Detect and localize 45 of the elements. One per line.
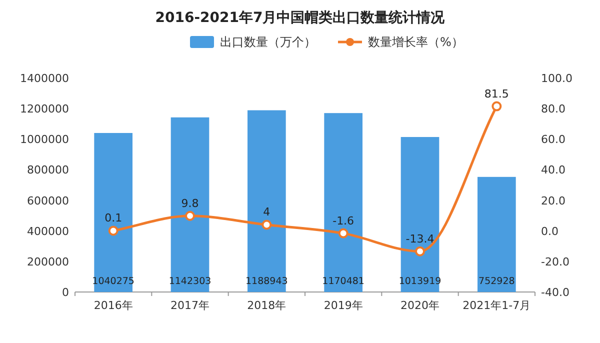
y2-tick-label: 60.0 bbox=[541, 133, 566, 146]
bar bbox=[400, 137, 440, 292]
point bbox=[108, 226, 118, 236]
chart-title: 2016-2021年7月中国帽类出口数量统计情况 bbox=[155, 9, 446, 26]
y-tick-label: 1400000 bbox=[20, 72, 69, 85]
y2-tick-label: -20.0 bbox=[541, 255, 570, 268]
data-label: 0.1 bbox=[104, 212, 122, 225]
x-tick-label: 2018年 bbox=[247, 299, 286, 312]
point bbox=[338, 228, 348, 238]
y-tick-label: 1200000 bbox=[20, 102, 69, 116]
data-label: 81.5 bbox=[484, 87, 509, 100]
y-tick-label: 1000000 bbox=[20, 133, 69, 146]
bar bbox=[170, 117, 210, 292]
y-tick-label: 400000 bbox=[27, 224, 69, 238]
x-tick-label: 2017年 bbox=[170, 299, 210, 312]
y2-tick-label: 100.0 bbox=[541, 72, 572, 85]
y2-tick-label: 80.0 bbox=[541, 102, 566, 116]
data-label: 9.8 bbox=[181, 196, 199, 210]
point bbox=[185, 210, 195, 221]
bar bbox=[94, 132, 132, 292]
y2-tick-label: -40.0 bbox=[541, 286, 570, 299]
数量增长率（%）: 0.1 9.8 4 -1.6 -13.4 81.5 bbox=[104, 87, 509, 256]
bar bbox=[324, 113, 362, 292]
bar bbox=[248, 110, 286, 292]
y2-tick-label: 0.0 bbox=[541, 224, 558, 238]
y2-tick-label: 40.0 bbox=[541, 164, 566, 177]
y-tick-label: 800000 bbox=[27, 164, 69, 177]
data-label: -13.4 bbox=[406, 232, 434, 246]
legend-label: 出口数量（万个） bbox=[220, 35, 316, 49]
data-label: 752928 bbox=[478, 276, 515, 287]
y-tick-label: 0 bbox=[62, 286, 69, 299]
legend-label: 数量增长率（%） bbox=[368, 35, 464, 49]
point bbox=[415, 246, 425, 256]
bar bbox=[478, 176, 516, 292]
data-label: -1.6 bbox=[332, 214, 354, 228]
x-tick-label: 2021年1-7月 bbox=[462, 299, 531, 312]
data-label: 4 bbox=[263, 206, 270, 219]
y2-tick-label: 20.0 bbox=[541, 194, 566, 208]
y-tick-label: 200000 bbox=[27, 255, 69, 268]
point bbox=[492, 101, 502, 112]
point bbox=[262, 220, 272, 230]
x-tick-label: 2019年 bbox=[324, 299, 363, 312]
x-tick-label: 2016年 bbox=[94, 299, 133, 312]
x-tick-label: 2020年 bbox=[400, 299, 440, 312]
y-tick-label: 600000 bbox=[27, 194, 69, 208]
